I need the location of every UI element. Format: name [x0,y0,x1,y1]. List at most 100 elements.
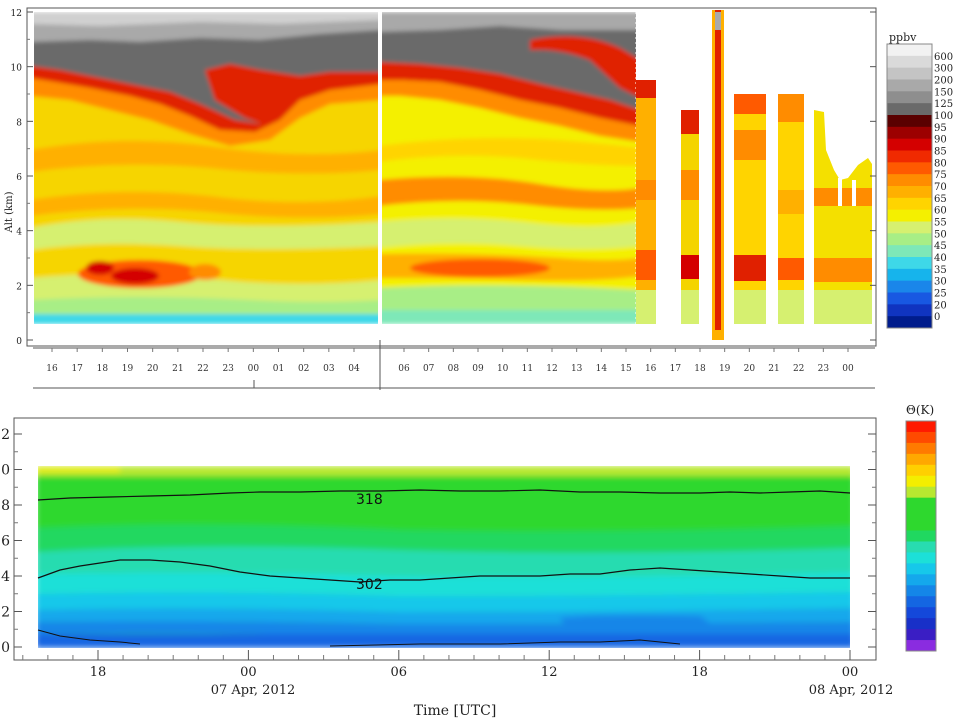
theta-y-tick-label: 10 [0,463,10,479]
ozone-hour-label: 03 [323,364,335,374]
ozone-colorbar-swatch [887,162,932,175]
theta-y-tick-label: 12 [0,427,10,443]
theta-colorbar-unit: Θ(K) [906,403,934,417]
theta-colorbar-swatch [906,431,936,444]
ozone-colorbar: 6003002001501251009590858075706560555045… [886,43,953,329]
ozone-colorbar-label: 40 [934,253,947,264]
ozone-hour-label: 20 [744,364,756,374]
theta-colorbar-swatch [906,574,936,586]
ozone-colorbar-swatch [887,233,932,246]
ozone-colorbar-swatch [887,304,932,317]
ozone-colorbar-label: 95 [934,123,947,134]
ozone-colorbar-label: 45 [934,241,947,252]
ozone-colorbar-swatch [887,257,932,270]
ozone-colorbar-swatch [887,268,932,282]
ozone-colorbar-label: 150 [934,87,953,98]
ozone-colorbar-label: 20 [934,300,947,311]
ozone-colorbar-swatch [887,79,932,92]
theta-colorbar-border [905,420,937,652]
theta-colorbar-swatch [906,541,936,553]
theta-x-tick-label: 00 [240,665,257,680]
theta-colorbar-swatch [906,585,936,597]
ozone-colorbar-label: 300 [934,64,953,75]
ozone-colorbar-border [886,43,933,329]
ozone-hour-label: 12 [546,364,557,374]
theta-x-tick-label: 06 [391,665,408,680]
ozone-hour-label: 19 [122,364,134,374]
ozone-hour-label: 01 [273,364,284,374]
ozone-y-tick-label: 4 [16,228,22,238]
ozone-colorbar-label: 50 [934,229,947,240]
ozone-colorbar-label: 35 [934,265,947,276]
theta-y-tick-label: 2 [1,605,10,621]
ozone-hour-label: 10 [497,364,509,374]
ozone-block-a [34,12,378,324]
ozone-colorbar-label: 0 [934,312,940,323]
ozone-y-tick-label: 0 [16,337,22,347]
ozone-hour-label: 22 [197,364,208,374]
ozone-profile-strips [636,10,872,340]
theta-colorbar-swatch [906,497,936,510]
contour-lower [37,629,141,645]
ozone-hour-label: 22 [793,364,804,374]
ozone-hour-label: 16 [645,364,657,374]
ozone-colorbar-label: 55 [934,218,947,229]
ozone-hour-label: 04 [348,364,360,374]
ozone-y-tick-label: 2 [16,282,22,292]
ozone-colorbar-swatch [887,316,932,329]
theta-colorbar-swatch [906,530,936,542]
theta-colorbar-swatch [906,453,936,466]
theta-colorbar-swatch [906,475,936,488]
theta-y-tick-label: 6 [1,534,10,550]
date-label-2: 08 Apr, 2012 [809,683,894,698]
ozone-hour-label: 23 [818,364,830,374]
ozone-y-tick-label: 12 [11,9,22,19]
ozone-hour-label: 18 [694,364,706,374]
ozone-hour-label: 00 [842,364,854,374]
ozone-y-tick-label: 8 [16,118,22,128]
ozone-hour-label: 17 [670,364,682,374]
ozone-y-tick-label: 6 [16,173,22,183]
ozone-colorbar-label: 65 [934,194,947,205]
ozone-colorbar-swatch [887,280,932,293]
contour-label-318: 318 [356,492,383,508]
ozone-y-label: Alt (km) [4,191,15,233]
ozone-hour-label: 18 [97,364,109,374]
ozone-colorbar-label: 200 [934,76,953,87]
ozone-colorbar-swatch [887,126,932,140]
theta-colorbar [905,420,937,652]
date-label-1: 07 Apr, 2012 [211,683,296,698]
ozone-hour-label: 00 [248,364,260,374]
ozone-colorbar-swatch [887,197,932,211]
theta-x-tick-label: 18 [691,665,708,680]
theta-colorbar-swatch [906,486,936,499]
ozone-colorbar-label: 30 [934,277,947,288]
theta-x-tick-label: 18 [90,665,107,680]
contour-label-302: 302 [356,577,383,593]
ozone-hour-label: 06 [398,364,410,374]
ozone-hour-label: 21 [768,364,779,374]
ozone-hour-label: 07 [423,364,435,374]
ozone-colorbar-label: 90 [934,135,947,146]
theta-colorbar-swatch [906,607,936,619]
contour-302 [37,559,850,583]
ozone-colorbar-unit: ppbv [889,31,917,44]
ozone-colorbar-label: 100 [934,111,953,122]
theta-x-tick-label: 00 [842,665,859,680]
theta-y-tick-label: 8 [1,498,10,514]
ozone-colorbar-swatch [887,44,932,57]
theta-x-tick-label: 12 [541,665,558,680]
theta-colorbar-swatch [906,618,936,630]
ozone-colorbar-swatch [887,67,932,80]
ozone-hour-label: 16 [46,364,58,374]
ozone-hour-label: 09 [472,364,484,374]
theta-colorbar-swatch [906,464,936,477]
ozone-colorbar-swatch [887,245,932,258]
theta-colorbar-swatch [906,596,936,608]
theta-colorbar-swatch [906,640,936,652]
ozone-hour-label: 23 [222,364,234,374]
ozone-colorbar-swatch [887,103,932,116]
ozone-colorbar-label: 600 [934,52,953,63]
